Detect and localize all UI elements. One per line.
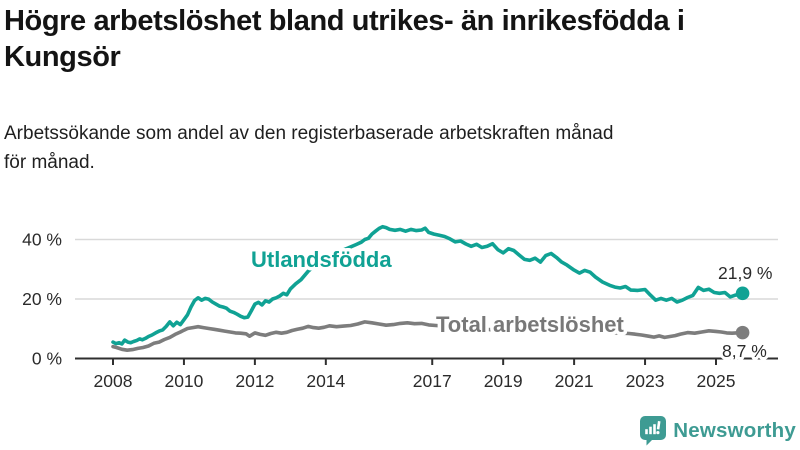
series-lines [111, 224, 750, 353]
series-label-utlandsfodda: Utlandsfödda [251, 247, 392, 272]
subtitle-line2: för månad. [4, 152, 95, 173]
x-tick-label-2012: 2012 [235, 371, 274, 391]
series-label-total-arbetsloshet: Total arbetslöshet [436, 312, 625, 337]
series-line-1 [111, 320, 745, 353]
x-tick-label-2010: 2010 [164, 371, 203, 391]
title-line1: Högre arbetslöshet bland utrikes- än inr… [4, 5, 685, 37]
title-line2: Kungsör [4, 41, 121, 73]
end-value-label-utlandsfodda: 21,9 % [718, 263, 772, 283]
gridlines [75, 238, 778, 300]
axis-ticks: 0 % 20 % 40 % 2008 2010 2012 2014 2017 2019 2021 2… [22, 230, 735, 392]
newsworthy-bubble-chart-icon [640, 416, 667, 446]
series-line-0 [111, 224, 745, 346]
x-tick-label-2023: 2023 [626, 371, 665, 391]
bar-large [653, 424, 657, 435]
x-tick-label-2008: 2008 [94, 371, 133, 391]
x-tick-label-2014: 2014 [306, 371, 345, 391]
y-tick-label-20: 20 % [22, 289, 62, 309]
chart-subtitle: Arbetssökande som andel av den registerb… [4, 119, 796, 177]
x-tick-label-2025: 2025 [697, 371, 736, 391]
series-end-dot-1 [735, 325, 750, 340]
y-tick-label-0: 0 % [32, 349, 62, 369]
page-title: Högre arbetslöshet bland utrikes- än inr… [4, 3, 796, 75]
bar-medium [649, 426, 653, 435]
x-tick-label-2019: 2019 [484, 371, 523, 391]
y-tick-label-40: 40 % [22, 230, 62, 250]
exclamation-stem [657, 421, 661, 430]
bar-small [645, 429, 649, 435]
x-tick-label-2021: 2021 [555, 371, 594, 391]
series-end-dot-0 [735, 286, 750, 301]
end-value-label-total: 8,7 % [722, 341, 767, 361]
exclamation-dot [656, 431, 660, 435]
x-tick-label-2017: 2017 [413, 371, 452, 391]
newsworthy-logo: Newsworthy [639, 415, 796, 446]
subtitle-line1: Arbetssökande som andel av den registerb… [4, 123, 614, 144]
brand-name: Newsworthy [673, 418, 796, 442]
speech-bubble-shape [640, 416, 667, 446]
